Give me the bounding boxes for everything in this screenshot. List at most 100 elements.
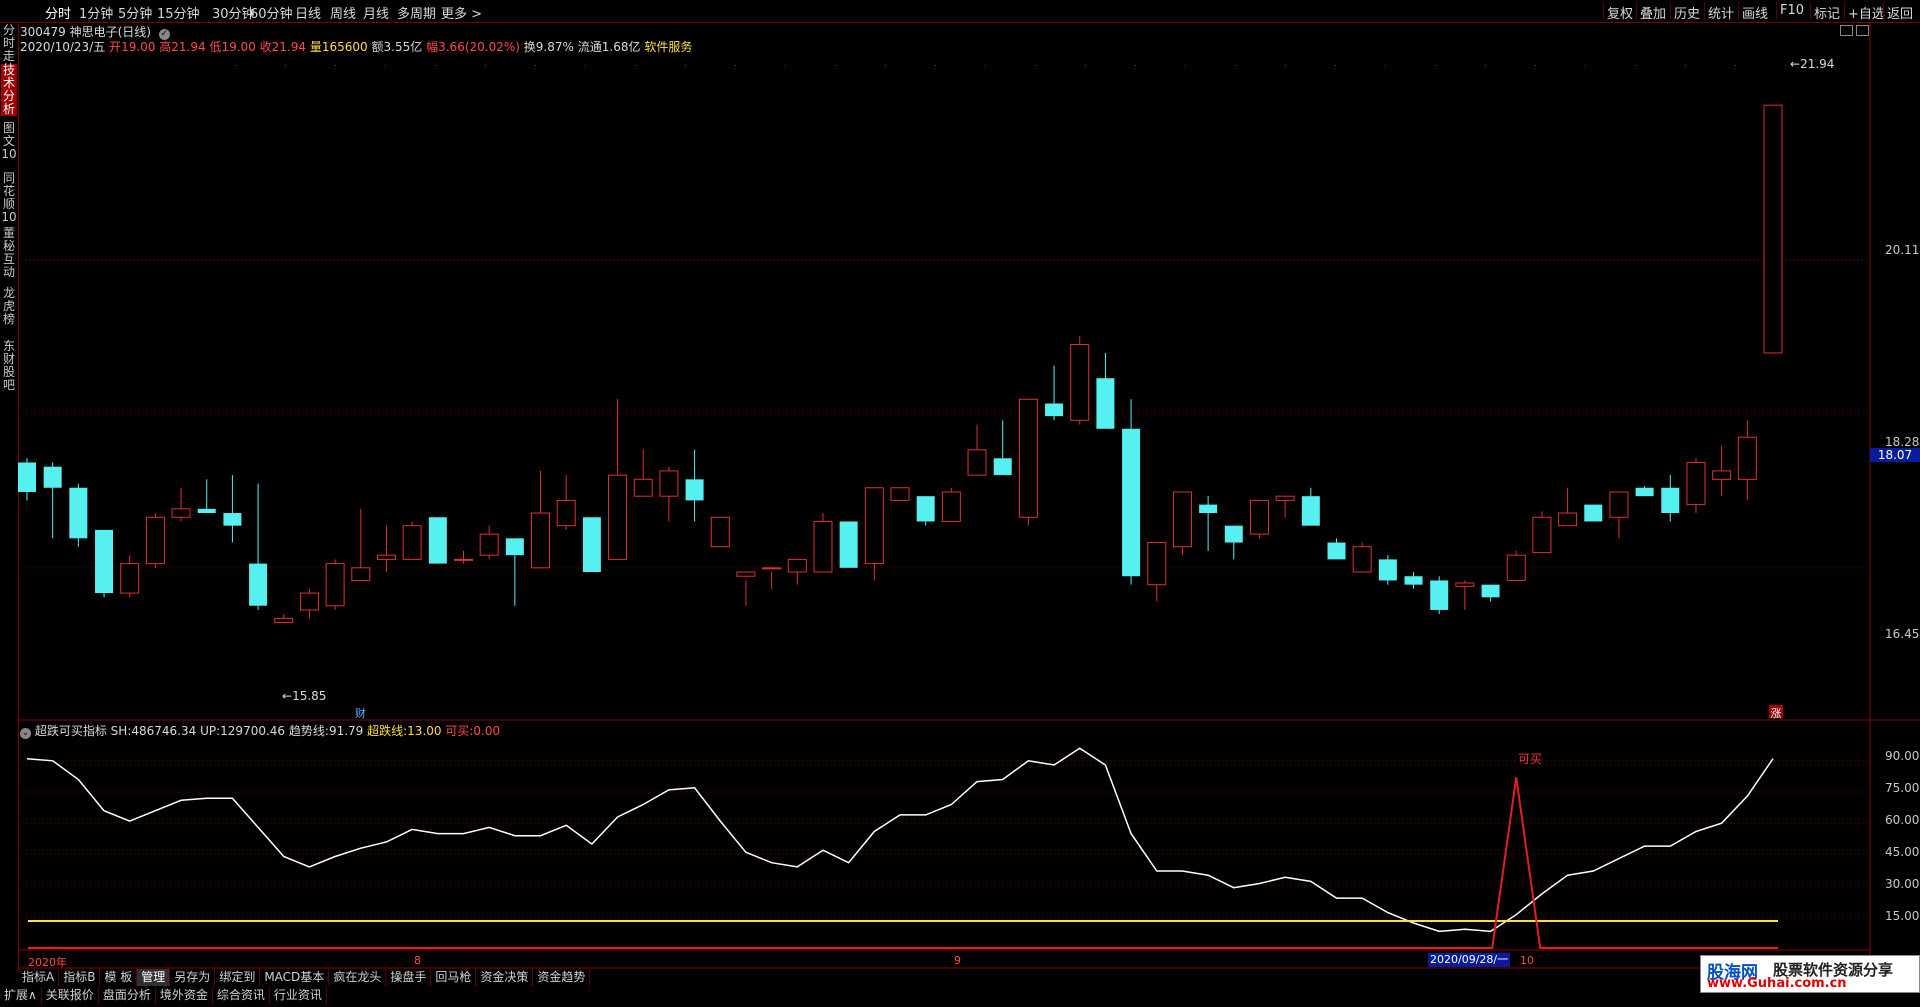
stock-title: 300479 神思电子(日线)	[20, 25, 151, 39]
buy-signal-label: 可买	[1518, 752, 1543, 766]
left-tab-0[interactable]: 分时走势	[2, 23, 15, 76]
turn-value: 9.87%	[535, 40, 574, 54]
candle-body-34	[890, 487, 910, 501]
timeframe-tab-8[interactable]: 月线	[363, 7, 390, 22]
up-value: 129700.46	[220, 724, 286, 738]
candle-body-56	[1455, 582, 1475, 587]
top-dot	[585, 65, 586, 66]
limit-up-marker[interactable]: 涨	[1769, 705, 1783, 720]
candle-body-55	[1430, 580, 1449, 610]
candle-body-47	[1224, 525, 1243, 543]
x-label-aug: 8	[414, 954, 421, 967]
candle-body-41	[1070, 344, 1090, 421]
toolbar-right-1[interactable]: 叠加	[1640, 7, 1667, 22]
indicator-tab-7[interactable]: 疯在龙头	[329, 969, 387, 986]
low-value: 19.00	[221, 40, 256, 54]
toolbar-right-3[interactable]: 统计	[1708, 7, 1735, 22]
toolbar-separator	[1670, 2, 1671, 19]
x-label-year: 2020年	[28, 956, 67, 969]
ext-tab-3[interactable]: 境外资金	[156, 987, 213, 1004]
timeframe-tab-4[interactable]: 30分钟	[212, 7, 255, 22]
price-label-3: 16.45	[1885, 627, 1920, 641]
toolbar-separator	[1810, 2, 1811, 19]
candle-body-20	[531, 512, 551, 569]
top-dot	[1785, 65, 1786, 66]
indicator-tab-8[interactable]: 操盘手	[386, 969, 432, 986]
candle-body-37	[967, 449, 987, 476]
left-tab-4[interactable]: 董秘互动	[2, 226, 15, 279]
low-marker-label: ←15.85	[282, 689, 327, 703]
top-dot	[1485, 65, 1486, 66]
indicator-tab-10[interactable]: 资金决策	[476, 969, 534, 986]
timeframe-tab-0[interactable]: 分时	[45, 7, 72, 22]
finance-marker[interactable]: 财	[355, 707, 366, 720]
top-dot	[885, 65, 886, 66]
top-dot	[1735, 65, 1736, 66]
dropdown-icon[interactable]: ✓	[158, 29, 170, 40]
candle-body-13	[351, 567, 371, 581]
timeframe-tab-9[interactable]: 多周期	[397, 7, 437, 22]
window-layout-icon[interactable]	[1856, 25, 1869, 36]
indicator-tab-5[interactable]: 绑定到	[215, 969, 261, 986]
candle-body-60	[1558, 512, 1578, 527]
candle-body-7	[197, 508, 216, 514]
timeframe-tab-2[interactable]: 5分钟	[118, 7, 153, 22]
amt-label: 额	[371, 40, 384, 54]
left-tab-6[interactable]: 东财股吧	[2, 339, 15, 392]
indicator-tab-6[interactable]: MACD基本	[260, 969, 330, 986]
ind-label-45: 45.00	[1885, 845, 1920, 859]
top-dot	[435, 65, 436, 66]
indicator-tab-1[interactable]: 指标B	[59, 969, 101, 986]
candle-body-4	[120, 563, 140, 594]
float-label: 流通	[577, 40, 602, 54]
ext-tab-5[interactable]: 行业资讯	[270, 987, 327, 1004]
candle-body-30	[787, 558, 807, 573]
toolbar-right-0[interactable]: 复权	[1607, 7, 1634, 22]
top-toolbar: 分时 1分钟 5分钟 15分钟 30分钟 60分钟 日线 周线 月线 多周期 更多 > 复权 叠加 历史统…	[0, 0, 1920, 23]
timeframe-tab-3[interactable]: 15分钟	[157, 7, 200, 22]
indicator-tab-2[interactable]: 模 板	[100, 969, 138, 986]
candle-body-61	[1584, 504, 1603, 522]
left-tab-3[interactable]: 同花顺10	[1, 171, 17, 224]
top-dot	[535, 65, 536, 66]
toolbar-right-8[interactable]: 返回	[1887, 7, 1914, 22]
toolbar-right-7[interactable]: +自选	[1848, 7, 1885, 22]
indicator-toggle-icon[interactable]: ⌄	[20, 728, 31, 739]
ext-tab-1[interactable]: 关联报价	[42, 987, 99, 1004]
timeframe-tab-1[interactable]: 1分钟	[79, 7, 114, 22]
indicator-tab-4[interactable]: 另存为	[170, 969, 216, 986]
indicator-tab-9[interactable]: 回马枪	[431, 969, 477, 986]
indicator-tab-0[interactable]: 指标A	[18, 969, 60, 986]
amt-value: 3.55亿	[383, 40, 423, 54]
timeframe-tab-5[interactable]: 60分钟	[250, 7, 293, 22]
float-value: 1.68亿	[601, 40, 641, 54]
toolbar-right-6[interactable]: 标记	[1814, 7, 1841, 22]
ind-label-75: 75.00	[1885, 781, 1920, 795]
current-price-tag: 18.07	[1870, 448, 1920, 462]
toolbar-right-4[interactable]: 画线	[1742, 7, 1769, 22]
candle-body-2	[69, 487, 88, 539]
logo-name: 股海网	[1707, 963, 1758, 983]
left-tab-1[interactable]: 技术分析	[1, 63, 17, 116]
indicator-tabs: 指标A 指标B 模 板管理 另存为 绑定到 MACD基本 疯在龙头 操盘手 回马枪 资金决策 资金趋…	[18, 969, 591, 987]
indicator-tab-3[interactable]: 管理	[137, 969, 171, 986]
toolbar-right-2[interactable]: 历史	[1674, 7, 1701, 22]
toolbar-right-5[interactable]: F10	[1780, 3, 1805, 18]
window-restore-icon[interactable]	[1840, 25, 1853, 36]
timeframe-tab-6[interactable]: 日线	[295, 7, 322, 22]
ext-tab-0[interactable]: 扩展∧	[0, 987, 42, 1004]
ext-tab-2[interactable]: 盘面分析	[99, 987, 156, 1004]
left-tab-5[interactable]: 龙虎榜	[2, 286, 15, 326]
left-tab-2[interactable]: 图文10	[1, 121, 17, 161]
timeframe-tab-10[interactable]: 更多 >	[441, 7, 483, 22]
indicator-name[interactable]: 超跌可买指标	[34, 724, 107, 738]
indicator-tab-11[interactable]: 资金趋势	[533, 969, 591, 986]
vol-value: 165600	[321, 40, 368, 54]
top-dot	[1635, 65, 1636, 66]
timeframe-tab-7[interactable]: 周线	[330, 7, 357, 22]
top-dot	[1385, 65, 1386, 66]
top-dot	[1535, 65, 1536, 66]
ext-tab-4[interactable]: 综合资讯	[213, 987, 270, 1004]
high-value: 21.94	[171, 40, 206, 54]
